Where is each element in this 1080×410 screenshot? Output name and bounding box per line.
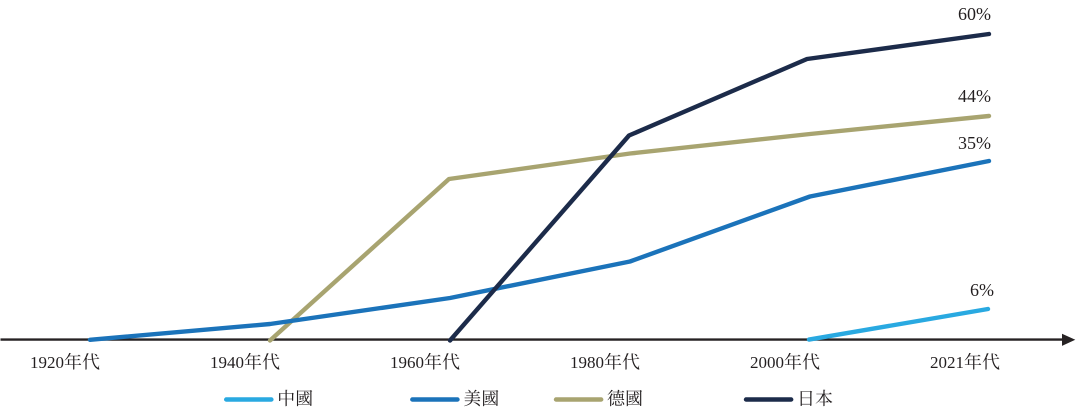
svg-text:2021: 2021 bbox=[930, 353, 964, 372]
svg-text:60%: 60% bbox=[958, 4, 991, 24]
svg-text:1960: 1960 bbox=[390, 353, 424, 372]
svg-text:35%: 35% bbox=[958, 133, 991, 153]
svg-text:2000: 2000 bbox=[750, 353, 784, 372]
svg-text:1920: 1920 bbox=[30, 353, 64, 372]
svg-text:1980: 1980 bbox=[570, 353, 604, 372]
svg-text:6%: 6% bbox=[970, 280, 994, 300]
svg-text:1940: 1940 bbox=[210, 353, 244, 372]
svg-text:44%: 44% bbox=[958, 86, 991, 106]
